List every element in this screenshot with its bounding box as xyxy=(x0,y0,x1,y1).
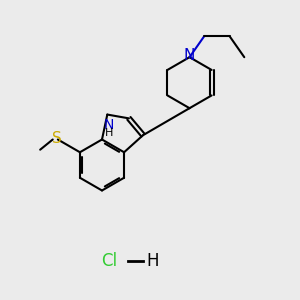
Text: N: N xyxy=(103,118,114,132)
Text: S: S xyxy=(52,131,62,146)
Text: H: H xyxy=(105,128,113,138)
Text: N: N xyxy=(184,48,195,63)
Text: Cl: Cl xyxy=(101,252,118,270)
Text: H: H xyxy=(146,252,159,270)
